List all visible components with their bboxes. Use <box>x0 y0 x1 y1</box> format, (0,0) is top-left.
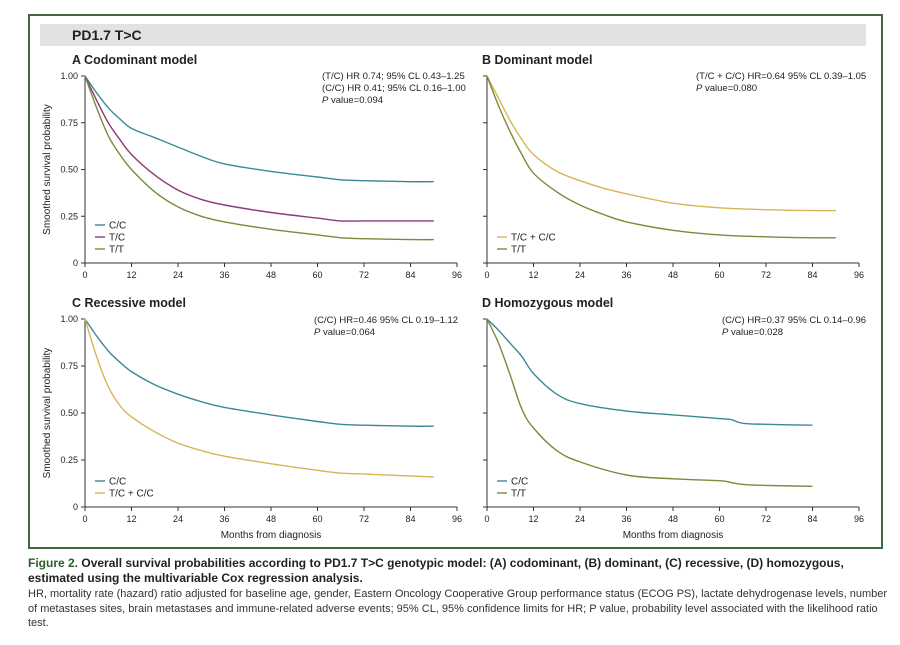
x-tick-label: 60 <box>714 270 724 280</box>
annotation-line: P value=0.028 <box>722 327 783 338</box>
chart-title: C Recessive model <box>72 296 186 310</box>
y-tick-label: 0.25 <box>60 211 78 221</box>
x-tick-label: 24 <box>575 270 585 280</box>
annotation-line: P value=0.064 <box>314 327 375 338</box>
x-tick-label: 24 <box>173 514 183 524</box>
x-tick-label: 48 <box>668 514 678 524</box>
annotation-line: P value=0.094 <box>322 95 383 106</box>
x-tick-label: 12 <box>126 270 136 280</box>
x-tick-label: 96 <box>854 270 864 280</box>
chart-title: A Codominant model <box>72 53 197 67</box>
x-tick-label: 60 <box>312 514 322 524</box>
x-tick-label: 48 <box>668 270 678 280</box>
x-tick-label: 60 <box>312 270 322 280</box>
y-axis-label: Smoothed survival probability <box>42 348 53 479</box>
annotation-line: (T/C) HR 0.74; 95% CL 0.43–1.25 <box>322 71 465 82</box>
x-tick-label: 48 <box>266 514 276 524</box>
x-tick-label: 12 <box>528 514 538 524</box>
series-line-t-t <box>84 75 434 241</box>
annotation-line: (T/C + C/C) HR=0.64 95% CL 0.39–1.05 <box>696 71 866 82</box>
chart-panel-c: C Recessive model 0 12 24 36 48 60 72 84 96 0 0.25 0… <box>42 296 462 541</box>
x-tick-label: 36 <box>219 514 229 524</box>
x-tick-label: 0 <box>484 270 489 280</box>
x-tick-label: 96 <box>452 270 462 280</box>
chart-panel-b: B Dominant model 0 12 24 36 48 60 72 84 96 (T/C + … <box>482 53 866 280</box>
x-tick-label: 36 <box>219 270 229 280</box>
legend-label: T/T <box>511 489 526 500</box>
legend-label: C/C <box>109 477 126 488</box>
x-tick-label: 24 <box>575 514 585 524</box>
x-tick-label: 60 <box>714 514 724 524</box>
series-line-t-c <box>84 75 434 222</box>
x-tick-label: 0 <box>82 270 87 280</box>
x-tick-label: 96 <box>854 514 864 524</box>
chart-panel-d: D Homozygous model 0 12 24 36 48 60 72 84 96 Month… <box>482 296 866 541</box>
y-axis-label: Smoothed survival probability <box>42 104 53 235</box>
x-tick-label: 0 <box>484 514 489 524</box>
x-tick-label: 84 <box>405 270 415 280</box>
chart-title: B Dominant model <box>482 53 592 67</box>
series-line-c-c <box>486 318 813 426</box>
series-line-t-c-c-c <box>486 75 836 212</box>
x-tick-label: 72 <box>359 514 369 524</box>
legend-label: T/C + C/C <box>511 233 556 244</box>
chart-panel-a: A Codominant model 0 12 24 36 48 60 72 84 96 0 0.25… <box>42 53 466 280</box>
figure-frame <box>28 14 883 549</box>
chart-title: D Homozygous model <box>482 296 613 310</box>
x-tick-label: 84 <box>807 514 817 524</box>
y-tick-label: 0.50 <box>60 408 78 418</box>
legend-label: T/C + C/C <box>109 489 154 500</box>
figure-header-title: PD1.7 T>C <box>72 27 142 43</box>
x-tick-label: 72 <box>761 270 771 280</box>
x-tick-label: 72 <box>761 514 771 524</box>
figure-label: Figure 2. <box>28 556 79 570</box>
series-line-c-c <box>84 75 434 183</box>
series-line-t-c-c-c <box>84 318 434 478</box>
annotation-line: (C/C) HR=0.37 95% CL 0.14–0.96 <box>722 315 866 326</box>
figure-caption-title: Figure 2. Overall survival probabilities… <box>28 556 888 586</box>
annotation-line: (C/C) HR 0.41; 95% CL 0.16–1.00 <box>322 83 466 94</box>
y-tick-label: 1.00 <box>60 71 78 81</box>
x-tick-label: 36 <box>621 514 631 524</box>
x-tick-label: 24 <box>173 270 183 280</box>
annotation-line: P value=0.080 <box>696 83 757 94</box>
y-tick-label: 0.75 <box>60 118 78 128</box>
legend-label: T/C <box>109 233 125 244</box>
x-tick-label: 36 <box>621 270 631 280</box>
y-tick-label: 0 <box>73 258 78 268</box>
y-tick-label: 0.75 <box>60 361 78 371</box>
figure-caption-text: Overall survival probabilities according… <box>28 556 844 585</box>
legend-label: C/C <box>511 477 528 488</box>
series-line-t-t <box>486 75 836 239</box>
legend-label: C/C <box>109 221 126 232</box>
x-tick-label: 96 <box>452 514 462 524</box>
annotation-line: (C/C) HR=0.46 95% CL 0.19–1.12 <box>314 315 458 326</box>
y-tick-label: 0.50 <box>60 165 78 175</box>
header-bar <box>40 24 866 46</box>
x-axis-label: Months from diagnosis <box>623 530 724 541</box>
x-tick-label: 72 <box>359 270 369 280</box>
x-tick-label: 12 <box>528 270 538 280</box>
x-tick-label: 48 <box>266 270 276 280</box>
x-tick-label: 12 <box>126 514 136 524</box>
series-line-t-t <box>486 318 813 487</box>
x-tick-label: 84 <box>405 514 415 524</box>
y-tick-label: 0.25 <box>60 455 78 465</box>
series-line-c-c <box>84 318 434 427</box>
x-axis-label: Months from diagnosis <box>221 530 322 541</box>
figure-caption-note: HR, mortality rate (hazard) ratio adjust… <box>28 588 888 629</box>
legend-label: T/T <box>109 245 124 256</box>
y-tick-label: 0 <box>73 502 78 512</box>
x-tick-label: 0 <box>82 514 87 524</box>
x-tick-label: 84 <box>807 270 817 280</box>
y-tick-label: 1.00 <box>60 314 78 324</box>
legend-label: T/T <box>511 245 526 256</box>
